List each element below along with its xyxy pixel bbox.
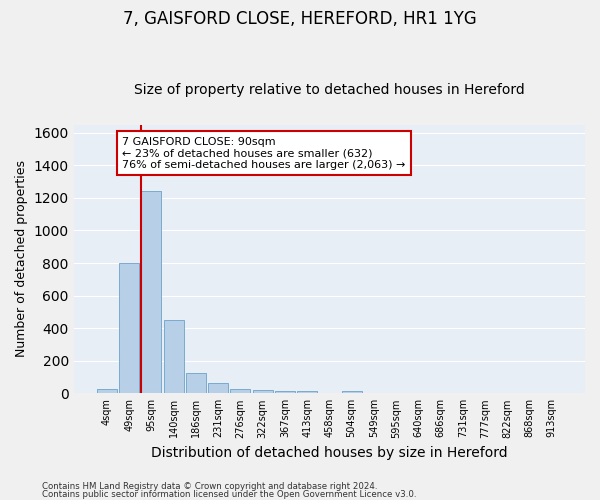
Bar	[186, 373, 206, 394]
Text: 7, GAISFORD CLOSE, HEREFORD, HR1 1YG: 7, GAISFORD CLOSE, HEREFORD, HR1 1YG	[123, 10, 477, 28]
Text: 7 GAISFORD CLOSE: 90sqm
← 23% of detached houses are smaller (632)
76% of semi-d: 7 GAISFORD CLOSE: 90sqm ← 23% of detache…	[122, 136, 406, 170]
Bar	[253, 390, 272, 394]
Text: Contains public sector information licensed under the Open Government Licence v3: Contains public sector information licen…	[42, 490, 416, 499]
Bar	[230, 389, 250, 394]
Bar	[297, 392, 317, 394]
Bar	[164, 320, 184, 394]
X-axis label: Distribution of detached houses by size in Hereford: Distribution of detached houses by size …	[151, 446, 508, 460]
Bar	[275, 391, 295, 394]
Bar	[208, 382, 228, 394]
Title: Size of property relative to detached houses in Hereford: Size of property relative to detached ho…	[134, 83, 525, 97]
Bar	[142, 192, 161, 394]
Bar	[97, 389, 117, 394]
Text: Contains HM Land Registry data © Crown copyright and database right 2024.: Contains HM Land Registry data © Crown c…	[42, 482, 377, 491]
Bar	[119, 263, 139, 394]
Bar	[341, 391, 362, 394]
Y-axis label: Number of detached properties: Number of detached properties	[15, 160, 28, 358]
